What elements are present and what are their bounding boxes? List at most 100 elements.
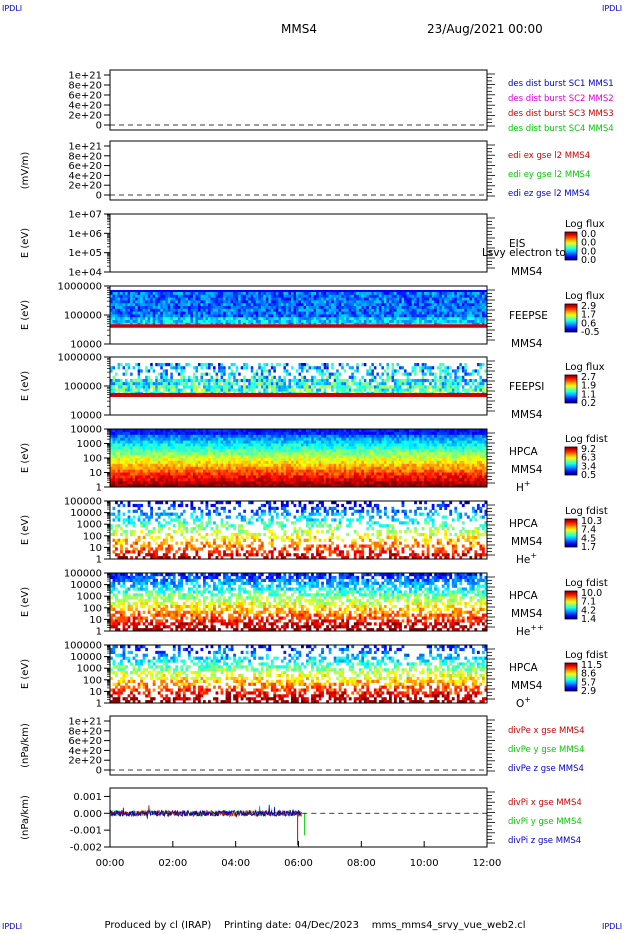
spectrogram-cell [187,375,191,379]
spectrogram-cell [471,369,475,373]
spectrogram-cell [373,314,377,318]
spectrogram-cell [368,300,372,304]
spectrogram-cell [285,481,289,485]
spectrogram-cell [321,431,324,436]
spectrogram-cell [265,463,269,467]
spectrogram-cell [421,372,425,376]
spectrogram-cell [145,308,148,312]
spectrogram-cell [288,466,292,470]
spectrogram-cell [117,481,121,485]
spectrogram-cell [238,300,241,304]
spectrogram-cell [388,311,392,315]
spectrogram-cell [451,317,455,321]
spectrogram-cell [311,382,314,386]
spectrogram-cell [147,481,151,485]
spectrogram-cell [290,475,294,479]
spectrogram-cell [182,437,186,441]
spectrogram-cell [137,446,141,450]
spectrogram-cell [265,466,269,470]
spectrogram-cell [223,466,226,470]
spectrogram-cell [213,437,216,441]
spectrogram-cell [248,460,252,465]
spectrogram-cell [333,308,337,312]
spectrogram-cell [238,292,241,296]
spectrogram-cell [160,292,164,296]
spectrogram-cell [182,481,186,485]
spectrogram-cell [192,317,196,321]
spectrogram-cell [406,311,410,315]
spectrogram-cell [383,308,387,312]
spectrogram-cell [353,458,357,462]
spectrogram-cell [192,378,196,383]
spectrogram-cell [424,366,427,370]
spectrogram-cell [280,466,284,470]
spectrogram-cell [185,311,189,315]
spectrogram-cell [290,481,294,485]
spectrogram-cell [182,320,186,324]
spectrogram-cell [338,429,342,433]
spectrogram-cell [265,297,269,301]
spectrogram-cell [263,314,267,318]
spectrogram-cell [323,484,327,488]
spectrogram-cell [145,382,148,386]
spectrogram-cell [260,320,264,324]
spectrogram-cell [258,434,262,438]
spectrogram-cell [218,314,221,318]
spectrogram-cell [142,429,146,433]
spectrogram-cell [346,458,350,462]
spectrogram-cell [301,440,304,444]
spectrogram-cell [225,452,229,456]
spectrogram-cell [399,366,402,370]
spectrogram-cell [253,314,257,318]
spectrogram-cell [273,297,277,301]
y-tick-label: 8e+20 [68,81,102,92]
spectrogram-cell [313,443,317,447]
spectrogram-cell [268,458,272,462]
spectrogram-cell [150,481,154,485]
colorbar-tick-label: 1.1 [581,389,596,400]
spectrogram-cell [218,311,221,315]
spectrogram-cell [446,372,450,376]
spectrogram-cell [341,452,345,456]
spectrogram-cell [137,455,141,459]
spectrogram-cell [210,431,214,436]
spectrogram-cell [110,369,113,373]
spectrogram-cell [331,472,334,476]
spectrogram-cell [306,317,309,321]
spectrogram-cell [326,478,329,482]
spectrogram-cell [426,314,430,318]
spectrogram-cell [311,469,314,473]
spectrogram-cell [117,308,121,312]
spectrogram-cell [356,300,360,304]
spectrogram-cell [200,460,204,465]
spectrogram-cell [270,455,274,459]
spectrogram-cell [298,388,302,392]
spectrogram-cell [152,317,156,321]
spectrogram-cell [333,306,337,310]
spectrogram-cell [356,308,360,312]
spectrogram-cell [258,460,262,465]
spectrogram-cell [162,449,166,453]
spectrogram-cell [476,306,480,310]
spectrogram-cell [213,292,216,296]
spectrogram-cell [190,431,194,436]
spectrogram-cell [225,469,229,473]
spectrogram-cell [165,446,169,450]
spectrogram-cell [145,429,148,433]
spectrogram-cell [243,320,247,324]
spectrogram-cell [120,385,123,389]
spectrogram-cell [132,311,136,315]
spectrogram-cell [125,472,128,476]
spectrogram-cell [162,306,166,310]
spectrogram-cell [230,317,234,321]
spectrogram-cell [177,306,181,310]
spectrogram-cell [172,472,176,476]
spectrogram-cell [240,440,244,444]
spectrogram-cell [157,466,161,470]
spectrogram-cell [268,478,272,482]
spectrogram-cell [187,484,191,488]
spectrogram-cell [343,300,347,304]
spectrogram-cell [429,317,433,321]
spectrogram-cell [230,481,234,485]
